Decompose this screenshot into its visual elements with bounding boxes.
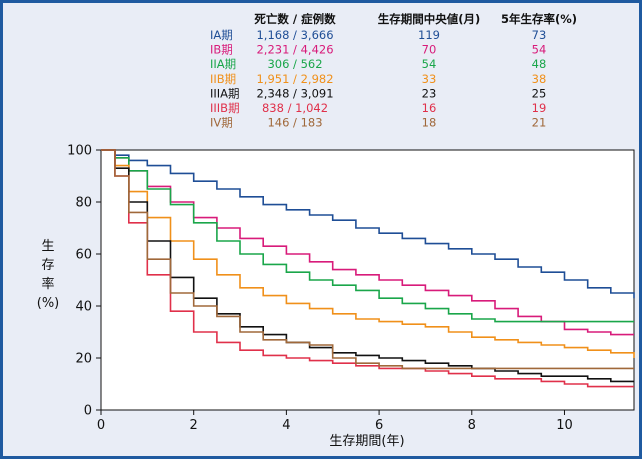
survival-curves [101, 149, 635, 388]
table-cell-deaths-cases: 2,231 / 4,426 [256, 43, 333, 57]
plot-area [100, 149, 635, 411]
survival-curve-IV期 [101, 149, 634, 370]
table-header-five-year: 5年生存率(%) [501, 12, 577, 26]
y-tick-label: 100 [67, 144, 92, 159]
y-axis-label-part: 存 [41, 258, 54, 273]
x-tick-label: 2 [190, 418, 198, 433]
table-cell-deaths-cases: 146 / 183 [267, 116, 322, 130]
table-cell-median: 18 [422, 116, 437, 130]
x-axis-label: 生存期間(年) [329, 434, 404, 449]
y-tick-label: 80 [75, 196, 92, 211]
table-cell-stage: IIA期 [210, 57, 236, 71]
table-cell-median: 33 [422, 72, 437, 86]
table-cell-five-year: 38 [532, 72, 547, 86]
table-cell-five-year: 21 [532, 116, 547, 130]
x-tick-label: 6 [375, 418, 383, 433]
survival-curve-IA期 [101, 149, 635, 299]
axes [100, 149, 635, 411]
table-cell-five-year: 25 [532, 86, 547, 100]
y-tick-label: 20 [75, 352, 92, 367]
summary-table: 死亡数 / 症例数 生存期間中央値(月) 5年生存率(%) IA期 1,168 /… [210, 12, 577, 130]
y-tick-label: 40 [75, 300, 92, 315]
table-cell-five-year: 54 [532, 43, 547, 57]
x-tick-label: 0 [97, 418, 105, 433]
y-axis-label-part: 率 [41, 276, 54, 292]
table-cell-five-year: 48 [532, 57, 547, 71]
table-cell-deaths-cases: 2,348 / 3,091 [256, 86, 333, 100]
x-tick-label: 4 [282, 418, 290, 433]
table-cell-deaths-cases: 838 / 1,042 [262, 101, 328, 115]
y-axis-label-part: (%) [37, 296, 60, 311]
table-cell-stage: IIIB期 [210, 101, 240, 115]
table-cell-deaths-cases: 1,951 / 2,982 [256, 72, 333, 86]
table-header-median: 生存期間中央値(月) [378, 12, 481, 26]
table-cell-stage: IV期 [210, 116, 233, 130]
table-cell-median: 54 [422, 57, 437, 71]
x-tick-label: 10 [556, 418, 573, 433]
x-tick-label: 8 [468, 418, 476, 433]
y-tick-label: 60 [75, 248, 92, 263]
table-cell-median: 16 [422, 101, 437, 115]
survival-chart: 死亡数 / 症例数 生存期間中央値(月) 5年生存率(%) IA期 1,168 /… [37, 12, 635, 449]
survival-curve-IIA期 [101, 149, 634, 323]
y-tick-label: 0 [84, 404, 92, 419]
table-cell-median: 23 [422, 86, 437, 100]
table-cell-stage: IIIA期 [210, 86, 240, 100]
table-cell-stage: IB期 [210, 43, 233, 57]
table-cell-stage: IIB期 [210, 72, 236, 86]
table-cell-five-year: 19 [532, 101, 547, 115]
table-cell-median: 119 [418, 28, 440, 42]
table-cell-stage: IA期 [210, 28, 233, 42]
y-axis-label-part: 生 [41, 239, 54, 254]
table-cell-deaths-cases: 306 / 562 [267, 57, 322, 71]
axis-labels: 生存期間(年) 生存率 (%) [37, 239, 405, 449]
table-cell-median: 70 [422, 43, 437, 57]
table-cell-deaths-cases: 1,168 / 3,666 [256, 28, 333, 42]
table-cell-five-year: 73 [532, 28, 547, 42]
table-header-deaths-cases: 死亡数 / 症例数 [254, 12, 336, 26]
